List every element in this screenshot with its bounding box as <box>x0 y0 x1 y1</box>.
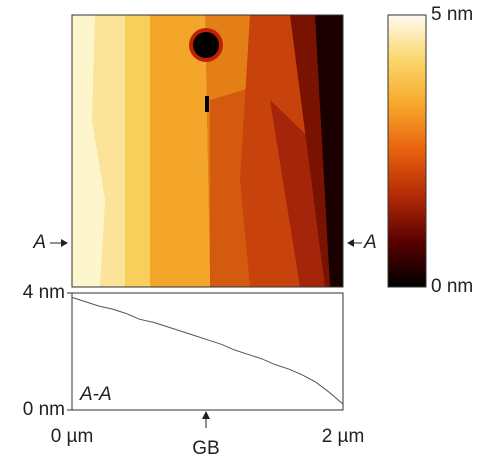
colorbar-label: 0 nm <box>431 276 473 297</box>
profile-frame <box>71 292 344 411</box>
x-tick-label: 0 µm <box>51 426 94 447</box>
colorbar <box>387 14 427 288</box>
section-label: A <box>363 232 377 253</box>
arrow-head <box>347 239 354 247</box>
gb-label: GB <box>192 438 219 459</box>
y-tick-label: 4 nm <box>23 282 65 303</box>
afm-image <box>71 14 344 288</box>
section-label: A <box>32 232 46 253</box>
profile-line <box>71 296 344 405</box>
x-tick-label: 2 µm <box>322 426 365 447</box>
colorbar-label: 5 nm <box>431 4 473 25</box>
arrow-head <box>61 239 68 247</box>
y-tick-label: 0 nm <box>23 399 65 420</box>
profile-label: A-A <box>79 384 112 405</box>
arrow-head <box>202 411 210 419</box>
